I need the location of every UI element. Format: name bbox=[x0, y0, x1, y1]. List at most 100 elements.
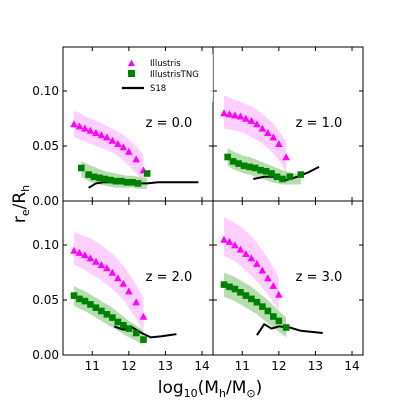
tng-point bbox=[76, 295, 83, 303]
tng-point bbox=[109, 314, 116, 321]
tng-point bbox=[70, 292, 78, 299]
plot-area bbox=[220, 95, 320, 185]
tng-point bbox=[297, 171, 305, 178]
legend-box bbox=[117, 54, 213, 102]
y-tick-label: 0.10 bbox=[32, 84, 59, 98]
legend-label-s18: S18 bbox=[150, 84, 166, 94]
illustris-point bbox=[231, 111, 239, 119]
illustris-point bbox=[225, 237, 234, 245]
illustris-point bbox=[75, 122, 84, 130]
tng-point bbox=[114, 318, 122, 326]
illustris-point bbox=[275, 140, 283, 147]
illustris-point bbox=[253, 120, 261, 128]
s18-line bbox=[113, 325, 177, 339]
panel-redshift-label: z = 2.0 bbox=[146, 270, 193, 285]
illustris-band bbox=[223, 217, 279, 311]
tng-point bbox=[90, 173, 98, 181]
illustris-point bbox=[236, 112, 245, 120]
panel-4: 11 12 13 14 z = 3.0 bbox=[212, 200, 364, 373]
tng-point bbox=[251, 164, 259, 172]
legend-label-tng: IllustrisTNG bbox=[150, 70, 199, 80]
tng-point bbox=[226, 283, 233, 291]
tng-point bbox=[87, 301, 94, 308]
x-tick-label: 11 bbox=[235, 359, 250, 373]
tng-point bbox=[259, 303, 266, 310]
illustris-point bbox=[269, 281, 278, 289]
tng-point bbox=[270, 313, 277, 320]
illustris-point bbox=[86, 126, 95, 134]
y-tick-label: 0.00 bbox=[32, 194, 59, 208]
illustris-point bbox=[92, 129, 100, 136]
illustris-point bbox=[139, 312, 148, 320]
illustris-point bbox=[92, 257, 100, 265]
tng-point bbox=[229, 158, 237, 165]
illustris-point bbox=[247, 116, 256, 124]
x-tick-label: 13 bbox=[158, 359, 173, 373]
tng-point bbox=[224, 153, 231, 161]
illustris-point bbox=[119, 279, 128, 287]
illustris-point bbox=[86, 254, 95, 262]
legend-marker-tng bbox=[128, 70, 135, 77]
illustris-point bbox=[114, 140, 122, 147]
illustris-point bbox=[275, 290, 283, 298]
x-axis-title: log10(Mh/M⊙) bbox=[158, 378, 262, 400]
s18-line bbox=[256, 322, 323, 336]
x-tick-label: 11 bbox=[85, 359, 100, 373]
legend-marker-illustris bbox=[128, 59, 135, 66]
panel-1: 0.00 0.05 0.10 z = 0.0 bbox=[32, 46, 214, 208]
tng-point bbox=[123, 179, 131, 186]
tng-point bbox=[235, 160, 242, 167]
panels-layer: 0.000.050.10z = 0.0 z = 1.011 12 13 140.000.… bbox=[32, 46, 364, 373]
illustris-point bbox=[242, 114, 250, 122]
illustris-point bbox=[97, 261, 106, 268]
illustris-point bbox=[125, 147, 133, 155]
illustris-point bbox=[225, 110, 234, 118]
illustris-point bbox=[119, 143, 128, 151]
tng-point bbox=[264, 307, 272, 315]
illustris-point bbox=[264, 274, 272, 282]
illustris-point bbox=[75, 248, 84, 256]
panel-3: 11 12 13 14 0.00 0.05 0.10 z = 2.0 bbox=[32, 200, 214, 373]
tng-point bbox=[129, 179, 136, 186]
tng-point bbox=[101, 175, 109, 183]
illustris-point bbox=[70, 120, 78, 128]
x-tick-label: 12 bbox=[121, 359, 136, 373]
tng-point bbox=[279, 175, 286, 183]
panel-2: z = 1.0 bbox=[212, 46, 364, 202]
tng-point bbox=[246, 163, 253, 171]
tng-point bbox=[118, 177, 125, 185]
tng-point bbox=[103, 311, 111, 318]
illustris-point bbox=[108, 268, 117, 276]
y-tick-label: 0.10 bbox=[32, 238, 59, 252]
legend-label-illustris: Illustris bbox=[150, 59, 181, 69]
tng-point bbox=[275, 317, 283, 325]
tng-point bbox=[140, 336, 147, 343]
tng-point bbox=[268, 170, 275, 177]
plot-area bbox=[70, 231, 177, 346]
panel-frame bbox=[212, 200, 364, 356]
tng-point bbox=[286, 173, 294, 181]
tng-point bbox=[92, 304, 100, 311]
illustris-point bbox=[81, 124, 89, 132]
illustris-point bbox=[125, 287, 133, 295]
illustris-point bbox=[242, 250, 250, 257]
x-tick-label: 14 bbox=[344, 359, 359, 373]
tng-point bbox=[257, 166, 264, 174]
illustris-point bbox=[220, 109, 228, 117]
y-tick-label: 0.05 bbox=[32, 139, 59, 153]
illustris-point bbox=[103, 264, 111, 272]
y-axis-title: re/Rh bbox=[10, 185, 32, 223]
illustris-point bbox=[236, 245, 245, 253]
panel-redshift-label: z = 1.0 bbox=[296, 116, 343, 131]
tng-point bbox=[248, 295, 255, 303]
tng-point bbox=[240, 162, 248, 170]
illustris-point bbox=[253, 259, 261, 267]
illustris-point bbox=[132, 298, 140, 306]
illustris-point bbox=[97, 131, 106, 139]
tng-point bbox=[107, 176, 114, 184]
illustris-point bbox=[264, 129, 272, 136]
tng-point bbox=[253, 298, 261, 306]
tng-point bbox=[85, 171, 92, 178]
illustris-point bbox=[258, 124, 267, 132]
